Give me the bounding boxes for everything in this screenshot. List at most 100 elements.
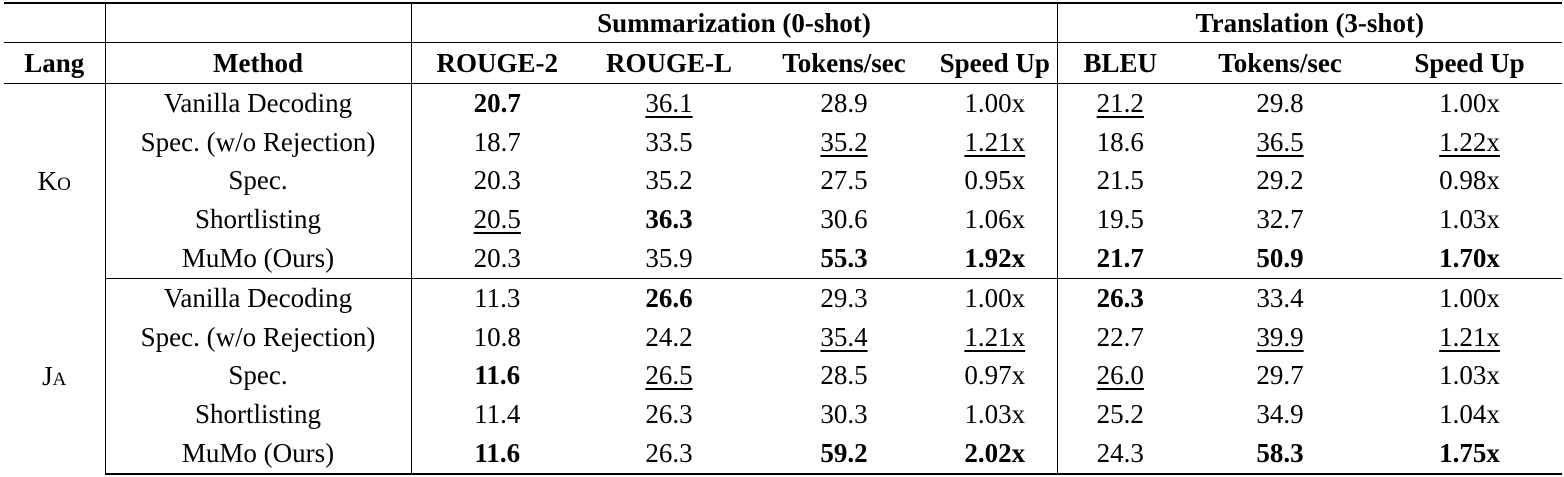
value-text: 39.9 — [1256, 321, 1304, 352]
value-text: 35.9 — [645, 243, 693, 274]
value-text: 1.00x — [964, 87, 1026, 118]
value-cell: 18.6 — [1056, 122, 1184, 162]
value-cell: 20.3 — [410, 161, 583, 201]
value-text: 11.6 — [474, 438, 521, 469]
value-cell: 35.9 — [583, 239, 755, 279]
value-text: 1.04x — [1439, 399, 1500, 430]
method-cell: Shortlisting — [104, 200, 411, 240]
value-cell: 30.3 — [755, 395, 933, 434]
value-text: 1.75x — [1439, 438, 1500, 469]
value-cell: 1.00x — [933, 278, 1057, 317]
row-group-ja: Ja Vanilla Decoding 11.3 26.6 29.3 1.00x 26.3 3… — [4, 278, 1563, 475]
value-text: 58.3 — [1256, 438, 1304, 469]
value-cell: 20.3 — [410, 239, 583, 279]
column-header-rouge-l: ROUGE-L — [583, 42, 755, 84]
value-text: 20.3 — [473, 243, 521, 274]
value-text: 0.97x — [964, 360, 1026, 391]
value-cell: 1.92x — [933, 239, 1058, 279]
value-text: 26.0 — [1096, 360, 1144, 391]
table-row: MuMo (Ours) 11.6 26.3 59.2 2.02x 24.3 58.3 1.75… — [4, 434, 1563, 475]
value-cell: 50.9 — [1183, 239, 1378, 279]
value-text: 1.70x — [1439, 243, 1500, 274]
value-cell: 1.21x — [1377, 318, 1562, 357]
value-text: 1.21x — [964, 321, 1026, 352]
value-text: 11.4 — [474, 399, 521, 430]
value-cell: 58.3 — [1183, 434, 1378, 475]
value-cell: 19.5 — [1056, 200, 1184, 240]
value-cell: 39.9 — [1183, 318, 1377, 357]
value-cell: 1.00x — [933, 84, 1057, 123]
value-text: 35.4 — [820, 321, 868, 352]
value-cell: 1.03x — [1377, 200, 1562, 239]
value-text: 20.5 — [473, 204, 521, 235]
value-cell: 33.4 — [1183, 278, 1377, 317]
lang-cell: Ja — [42, 360, 67, 391]
column-header-bleu: BLEU — [1056, 42, 1184, 84]
column-header-summ-speed-up: Speed Up — [933, 42, 1058, 84]
value-text: 25.2 — [1096, 399, 1144, 430]
table-row: Shortlisting 11.4 26.3 30.3 1.03x 25.2 34.9 1.0… — [4, 395, 1562, 435]
value-cell: 1.22x — [1377, 123, 1562, 162]
value-text: 1.00x — [964, 282, 1026, 313]
row-group-ko: Ko Vanilla Decoding 20.7 36.1 28.9 1.00x 21.2 2… — [4, 83, 1563, 279]
value-text: 11.6 — [474, 360, 521, 391]
value-text: 26.3 — [645, 399, 693, 430]
value-cell: 28.9 — [755, 84, 933, 123]
value-cell: 1.04x — [1377, 395, 1562, 434]
value-text: 27.5 — [820, 165, 868, 196]
value-cell: 0.95x — [933, 162, 1057, 201]
method-cell: Spec. — [104, 161, 411, 201]
value-text: 0.98x — [1439, 165, 1500, 196]
value-text: 26.3 — [1096, 282, 1144, 313]
value-text: 36.3 — [645, 204, 693, 235]
value-cell: 20.5 — [410, 200, 583, 240]
value-text: 10.8 — [473, 321, 521, 352]
header-row-groups: Summarization (0-shot) Translation (3-sh… — [4, 2, 1563, 43]
value-text: 34.9 — [1256, 399, 1304, 430]
value-text: 36.5 — [1256, 126, 1304, 157]
value-cell: 25.2 — [1056, 395, 1184, 435]
table-row: Spec. 11.6 26.5 28.5 0.97x 26.0 29.7 1.03x — [4, 356, 1562, 396]
value-cell: 1.00x — [1377, 278, 1562, 317]
value-cell: 11.4 — [410, 395, 583, 435]
value-cell: 21.5 — [1056, 161, 1184, 201]
value-cell: 1.06x — [933, 200, 1057, 239]
value-cell: 29.3 — [755, 278, 933, 317]
value-text: 50.9 — [1256, 243, 1304, 274]
value-cell: 2.02x — [933, 434, 1058, 475]
value-cell: 59.2 — [755, 434, 933, 475]
value-cell: 36.1 — [583, 84, 755, 123]
value-cell: 11.3 — [410, 278, 583, 318]
value-text: 33.5 — [645, 126, 693, 157]
value-cell: 1.70x — [1377, 239, 1563, 279]
value-text: 1.21x — [964, 126, 1026, 157]
header-row-columns: Lang Method ROUGE-2 ROUGE-L Tokens/sec S… — [4, 42, 1563, 84]
value-cell: 0.98x — [1377, 162, 1562, 201]
lang-cell: Ko — [37, 165, 71, 196]
value-text: 59.2 — [820, 438, 868, 469]
method-cell: Vanilla Decoding — [104, 83, 411, 123]
value-cell: 24.3 — [1056, 434, 1184, 475]
method-cell: Spec. (w/o Rejection) — [104, 122, 411, 162]
value-cell: 26.3 — [583, 395, 755, 434]
value-text: 21.2 — [1096, 87, 1144, 118]
value-text: 28.5 — [820, 360, 868, 391]
value-cell: 26.3 — [1056, 278, 1184, 318]
value-text: 24.3 — [1096, 438, 1144, 469]
value-cell: 29.7 — [1183, 357, 1377, 396]
method-cell: Spec. — [104, 356, 411, 396]
value-text: 32.7 — [1256, 204, 1304, 235]
value-text: 1.21x — [1439, 321, 1500, 352]
results-table: Summarization (0-shot) Translation (3-sh… — [4, 2, 1563, 475]
value-cell: 26.5 — [583, 357, 755, 396]
value-cell: 18.7 — [410, 122, 583, 162]
value-cell: 1.03x — [1377, 357, 1562, 396]
value-text: 18.6 — [1096, 126, 1144, 157]
value-cell: 30.6 — [755, 200, 933, 239]
value-text: 1.03x — [1439, 360, 1500, 391]
value-text: 1.03x — [1439, 204, 1500, 235]
value-cell: 29.8 — [1183, 84, 1377, 123]
value-cell: 35.2 — [583, 162, 755, 201]
value-cell: 34.9 — [1183, 395, 1377, 434]
column-header-summ-tokens-sec: Tokens/sec — [755, 42, 933, 84]
